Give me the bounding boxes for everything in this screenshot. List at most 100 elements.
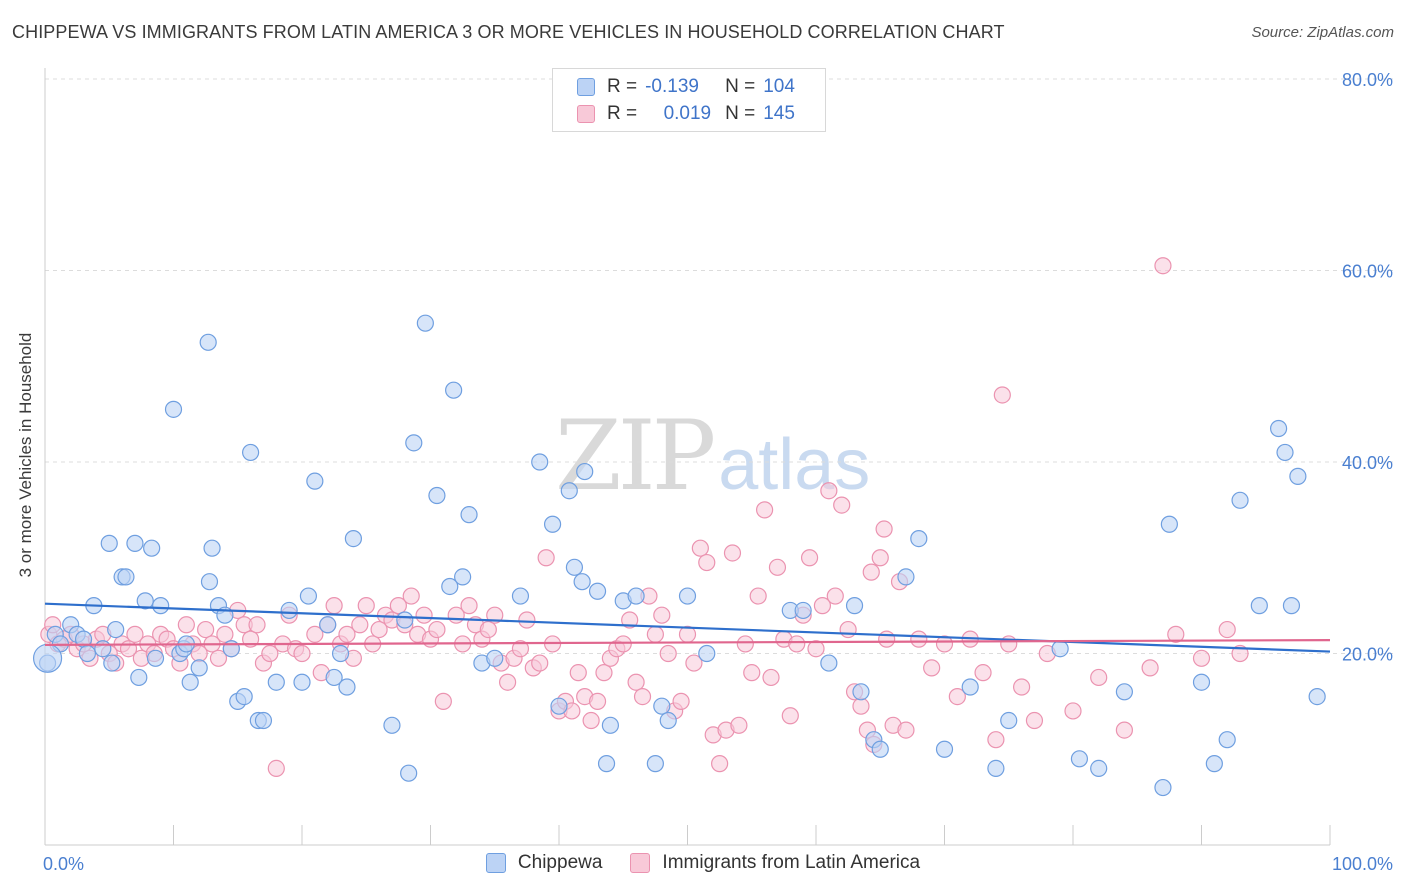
point-chippewa [107, 620, 125, 639]
point-latin-america [511, 640, 530, 658]
y-tick-label: 20.0% [1342, 645, 1393, 665]
point-chippewa [325, 668, 343, 687]
grid-lines [45, 78, 1393, 654]
point-latin-america [723, 544, 742, 562]
point-chippewa [136, 592, 154, 610]
point-chippewa [203, 539, 221, 557]
y-tick-label: 40.0% [1342, 453, 1393, 473]
point-latin-america [987, 731, 1005, 749]
point-chippewa [486, 649, 504, 667]
point-latin-america [197, 620, 215, 639]
point-chippewa [306, 472, 324, 490]
point-chippewa [560, 482, 578, 500]
point-chippewa [254, 711, 273, 730]
point-chippewa [1231, 491, 1249, 509]
point-latin-america [768, 558, 787, 576]
y-tick-label: 60.0% [1342, 262, 1393, 282]
point-latin-america [948, 687, 966, 706]
point-latin-america [248, 616, 266, 634]
point-chippewa [794, 601, 812, 620]
point-latin-america [531, 654, 549, 672]
point-latin-america [871, 549, 889, 567]
point-latin-america [582, 711, 600, 730]
point-chippewa [698, 644, 716, 663]
point-latin-america [1064, 702, 1082, 720]
point-chippewa [405, 434, 423, 452]
point-chippewa [445, 381, 463, 399]
point-latin-america [499, 673, 517, 691]
chart-title: CHIPPEWA VS IMMIGRANTS FROM LATIN AMERIC… [12, 22, 1005, 42]
point-chippewa [897, 568, 915, 586]
point-chippewa [1160, 515, 1178, 533]
point-latin-america [428, 620, 446, 639]
point-latin-america [659, 644, 677, 663]
point-latin-america [614, 635, 632, 653]
point-chippewa [1154, 778, 1172, 797]
point-latin-america [1115, 721, 1134, 739]
point-chippewa [659, 711, 677, 730]
correlation-legend: R = -0.139 N = 104 R = 0.019 N = 145 [552, 68, 826, 132]
point-latin-america [633, 687, 652, 706]
point-latin-america [698, 553, 716, 572]
point-chippewa [531, 453, 549, 471]
point-chippewa [267, 673, 285, 691]
point-chippewa [1115, 683, 1134, 701]
point-latin-america [1154, 257, 1172, 275]
legend-item-chippewa[interactable]: Chippewa [485, 852, 603, 874]
point-chippewa [78, 644, 97, 663]
point-latin-america [1090, 668, 1108, 687]
point-latin-america [935, 635, 954, 653]
legend-n-value: 104 [763, 76, 795, 97]
point-chippewa [32, 643, 63, 673]
point-chippewa [383, 716, 401, 734]
legend-r-value: -0.139 [645, 76, 699, 97]
point-latin-america [826, 587, 844, 605]
point-chippewa [454, 568, 472, 586]
tick-labels: 20.0% 40.0% 60.0% 80.0% 0.0% 100.0% [43, 70, 1393, 874]
legend-label-latin-america: Immigrants from Latin America [662, 852, 921, 873]
point-chippewa [103, 654, 121, 672]
point-chippewa [987, 759, 1005, 778]
point-latin-america [569, 664, 587, 682]
point-latin-america [993, 386, 1011, 404]
point-chippewa [1282, 597, 1301, 615]
point-latin-america [730, 716, 748, 734]
point-chippewa [200, 573, 219, 591]
axes [44, 68, 1331, 846]
point-latin-america [736, 635, 754, 653]
point-chippewa [852, 683, 870, 701]
point-chippewa [1090, 759, 1108, 778]
point-latin-america [878, 630, 896, 648]
source-label[interactable]: Source: ZipAtlas.com [1251, 24, 1394, 41]
point-chippewa [190, 659, 208, 677]
point-latin-america [537, 549, 555, 567]
series-latin-america-points [40, 257, 1249, 778]
point-latin-america [293, 644, 311, 663]
point-chippewa [820, 654, 838, 672]
point-latin-america [588, 692, 607, 710]
legend-item-latin-america[interactable]: Immigrants from Latin America [630, 852, 920, 874]
point-chippewa [550, 697, 568, 715]
point-latin-america [1192, 649, 1211, 667]
point-latin-america [261, 644, 279, 663]
point-latin-america [974, 664, 992, 682]
point-latin-america [1025, 711, 1044, 730]
point-latin-america [486, 606, 504, 624]
legend-swatch-chippewa [577, 78, 595, 96]
point-chippewa [1269, 419, 1288, 438]
point-latin-america [820, 482, 838, 500]
point-chippewa [910, 529, 928, 548]
series-chippewa-points [32, 314, 1326, 797]
point-latin-america [862, 563, 880, 581]
point-chippewa [573, 573, 591, 591]
point-chippewa [143, 539, 161, 557]
point-latin-america [762, 668, 780, 687]
point-chippewa [576, 462, 594, 481]
point-chippewa [94, 640, 112, 658]
legend-label-chippewa: Chippewa [517, 852, 603, 873]
point-chippewa [1205, 755, 1223, 773]
point-latin-america [351, 616, 369, 634]
point-latin-america [479, 620, 497, 639]
point-latin-america [875, 520, 893, 538]
point-chippewa [344, 529, 362, 548]
